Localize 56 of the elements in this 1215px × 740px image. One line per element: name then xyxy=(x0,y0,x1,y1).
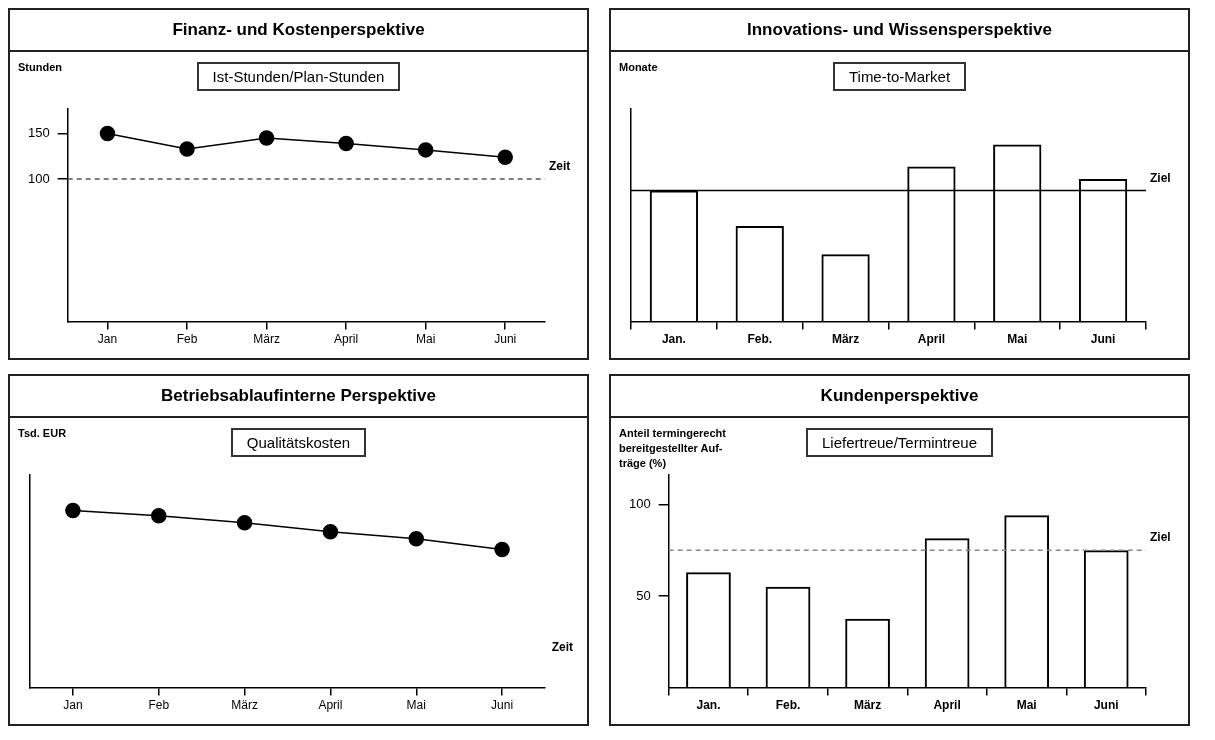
x-tick-label: Mai xyxy=(1016,698,1037,713)
x-tick-label: Jan. xyxy=(661,332,686,347)
x-tick-label: Mai xyxy=(1007,332,1028,347)
y-axis-title: Stunden xyxy=(18,60,63,75)
ref-line-label: Zeit xyxy=(549,159,571,174)
x-tick-label: Feb. xyxy=(775,698,801,713)
x-axis-title: Zeit xyxy=(551,640,573,654)
chart-subtitle: Qualitätskosten xyxy=(230,428,367,457)
chart-title: Betriebsablaufinterne Perspektive xyxy=(10,376,587,418)
point xyxy=(338,135,354,152)
point xyxy=(65,502,81,519)
x-tick-label: Jan. xyxy=(696,698,721,713)
x-tick-label: Juni xyxy=(1093,698,1119,713)
x-tick-label: Feb. xyxy=(747,332,773,347)
chart-subtitle: Time-to-Market xyxy=(832,62,967,91)
chart-subtitle: Ist-Stunden/Plan-Stunden xyxy=(196,62,401,91)
chart-title: Innovations- und Wissensperspektive xyxy=(611,10,1188,52)
x-tick-label: Feb xyxy=(176,332,198,347)
x-tick-label: Mai xyxy=(406,698,426,713)
y-tick-label: 150 xyxy=(27,125,50,141)
x-tick-label: Juni xyxy=(491,698,514,713)
point xyxy=(408,531,424,547)
point xyxy=(417,142,434,158)
x-tick-label: April xyxy=(917,332,946,347)
x-tick-label: April xyxy=(334,332,359,347)
ref-line-label: Ziel xyxy=(1150,170,1171,185)
point xyxy=(494,541,510,558)
point xyxy=(151,508,167,524)
x-tick-label: Juni xyxy=(494,332,517,347)
x-tick-label: April xyxy=(933,698,961,713)
point xyxy=(497,149,513,165)
x-tick-label: April xyxy=(318,698,343,713)
point xyxy=(258,130,275,146)
x-tick-label: März xyxy=(853,698,882,713)
x-tick-label: Mai xyxy=(416,332,436,347)
x-tick-label: Jan xyxy=(63,698,83,713)
x-tick-label: März xyxy=(831,332,860,347)
x-tick-label: Feb xyxy=(148,698,170,713)
y-axis-title: Monate xyxy=(619,60,659,75)
chart-title: Kundenperspektive xyxy=(611,376,1188,418)
point xyxy=(179,141,195,157)
ref-line-label: Ziel xyxy=(1150,530,1171,545)
y-axis-title: Tsd. EUR xyxy=(18,426,68,441)
chart-title: Finanz- und Kostenperspektive xyxy=(10,10,587,52)
x-tick-label: Jan xyxy=(97,332,118,347)
chart-subtitle: Liefertreue/Termintreue xyxy=(805,428,994,457)
point xyxy=(236,515,253,531)
y-tick-label: 50 xyxy=(636,587,651,603)
point xyxy=(99,125,116,142)
x-tick-label: März xyxy=(231,698,258,713)
y-tick-label: 100 xyxy=(628,495,651,511)
x-tick-label: Juni xyxy=(1090,332,1116,347)
y-axis-title: Anteil termingerecht bereitgestellter Auf-träge (%) xyxy=(619,426,727,471)
point xyxy=(322,523,339,540)
x-tick-label: März xyxy=(253,332,280,347)
y-tick-label: 100 xyxy=(27,170,50,186)
